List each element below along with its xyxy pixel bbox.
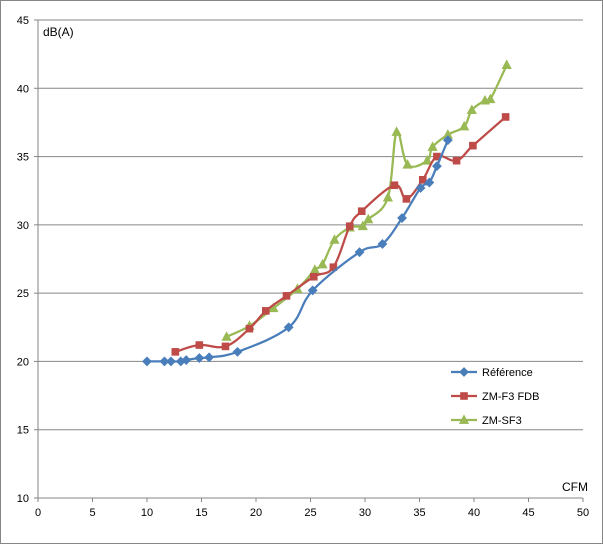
data-point [329, 234, 340, 244]
y-tick-label: 45 [17, 15, 29, 27]
series-line [226, 64, 508, 338]
data-point [317, 258, 328, 269]
data-point [245, 324, 254, 333]
x-tick-label: 35 [413, 507, 425, 519]
series-layer [142, 59, 512, 367]
legend-item: ZM-F3 FDB [451, 391, 539, 403]
y-tick-label: 35 [17, 152, 29, 164]
x-tick-label: 5 [89, 507, 95, 519]
y-tick-label: 10 [17, 493, 29, 505]
x-tick-label: 0 [35, 507, 41, 519]
series-line [147, 139, 449, 363]
series-square [171, 113, 510, 356]
data-point [221, 331, 232, 341]
data-point [485, 93, 496, 104]
data-point [166, 356, 176, 367]
x-tick-label: 45 [522, 507, 534, 519]
series-diamond [142, 135, 453, 367]
data-point [195, 341, 204, 349]
axes [34, 19, 584, 502]
x-axis-label: CFM [562, 480, 588, 494]
data-point [390, 181, 399, 190]
data-point [181, 355, 192, 365]
data-point [357, 207, 366, 215]
data-point [262, 307, 270, 315]
x-tick-label: 30 [359, 507, 371, 519]
legend-item: Référence [451, 367, 533, 379]
data-point [432, 161, 442, 172]
data-point [204, 352, 215, 363]
y-tick-label: 30 [17, 220, 29, 232]
series-triangle [221, 59, 512, 341]
data-point [194, 353, 205, 363]
data-point [283, 322, 294, 333]
data-point [402, 195, 411, 203]
data-point [171, 348, 180, 356]
data-point [232, 346, 243, 357]
y-tick-label: 20 [17, 356, 29, 368]
data-point [452, 156, 461, 165]
legend-label: ZM-SF3 [482, 415, 522, 427]
legend: Référence ZM-F3 FDB ZM-SF3 [451, 367, 539, 427]
y-tick-label: 25 [17, 288, 29, 300]
data-point [469, 141, 477, 150]
legend-marker [460, 392, 468, 400]
data-point [282, 292, 291, 300]
data-point [427, 141, 438, 151]
legend-item: ZM-SF3 [451, 414, 522, 427]
x-tick-label: 25 [304, 507, 316, 519]
data-point [418, 175, 427, 184]
data-point [142, 356, 152, 367]
x-tick-label: 15 [195, 507, 207, 519]
data-point [422, 155, 433, 165]
data-point [309, 272, 318, 281]
y-tick-label: 15 [17, 425, 29, 437]
data-point [442, 135, 453, 146]
data-point [382, 191, 393, 202]
x-tick-label: 40 [468, 507, 480, 519]
data-point [402, 159, 413, 169]
data-point [424, 177, 435, 188]
data-point [221, 342, 230, 351]
data-point [354, 247, 365, 258]
legend-marker [458, 414, 470, 424]
data-point [391, 126, 402, 136]
data-point [501, 113, 510, 121]
tick-labels: 10 15 20 25 30 35 40 45 0 5 10 15 20 25 30 35 40 45 50 [17, 15, 589, 519]
data-point [501, 59, 512, 69]
data-point [377, 239, 388, 249]
data-point [397, 213, 407, 223]
x-tick-label: 50 [577, 507, 589, 519]
x-tick-label: 10 [141, 507, 153, 519]
legend-marker [459, 367, 469, 377]
data-point [309, 264, 320, 274]
data-point [357, 220, 368, 231]
legend-label: Référence [482, 367, 533, 379]
data-point [363, 213, 374, 224]
data-point [159, 356, 170, 367]
data-point [459, 120, 470, 131]
y-tick-label: 40 [17, 83, 29, 95]
data-point [345, 222, 354, 231]
legend-label: ZM-F3 FDB [482, 391, 539, 403]
data-point [466, 104, 477, 115]
data-point [307, 285, 318, 296]
x-tick-label: 20 [250, 507, 262, 519]
data-point [415, 183, 426, 193]
y-axis-label: dB(A) [43, 25, 74, 39]
